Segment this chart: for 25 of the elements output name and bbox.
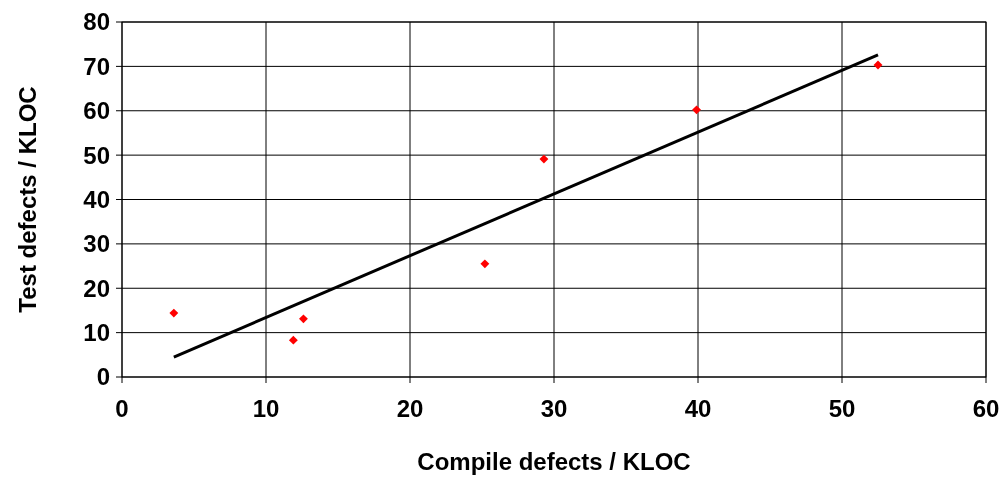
y-tick-label: 30 (83, 230, 110, 258)
x-tick-label: 20 (396, 395, 424, 422)
x-tick-label: 60 (972, 395, 1000, 422)
y-tick-label: 20 (83, 274, 110, 302)
y-axis-title: Test defects / KLOC (14, 86, 41, 313)
point (299, 314, 308, 324)
point (480, 259, 490, 269)
x-tick-label: 10 (252, 395, 280, 422)
x-tick-label: 50 (828, 395, 856, 422)
x-tick-label: 30 (540, 395, 568, 422)
point (288, 335, 298, 345)
x-tick-label: 40 (684, 395, 712, 422)
y-tick-label: 40 (83, 185, 110, 213)
y-tick-label: 70 (83, 52, 110, 80)
x-axis-title: Compile defects / KLOC (417, 448, 691, 475)
y-tick-label: 10 (83, 319, 110, 347)
point (692, 105, 701, 115)
y-tick-label: 60 (83, 97, 110, 125)
point (539, 154, 549, 164)
point (873, 60, 883, 70)
y-tick-label: 0 (96, 363, 110, 391)
point (169, 308, 179, 318)
y-tick-label: 50 (83, 141, 110, 169)
y-tick-label: 80 (83, 8, 110, 36)
x-tick-label: 0 (115, 395, 129, 422)
